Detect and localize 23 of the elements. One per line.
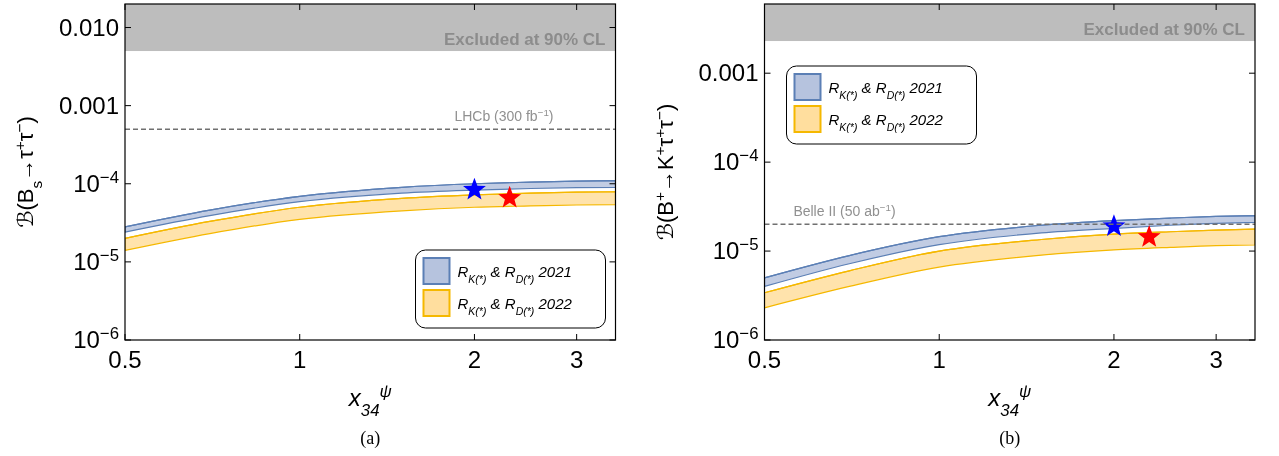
x-tick-label: 2 (1107, 346, 1121, 373)
x-tick-label: 0.5 (108, 346, 142, 373)
x-tick-label: 3 (1209, 346, 1223, 373)
y-tick-label: 10$^{−4}$ (73, 167, 119, 197)
x-tick-label: 3 (569, 346, 584, 373)
y-tick-label: 10$^{−5}$ (73, 245, 119, 275)
legend-label: R$_{K(*)}$ & R$_{D(*)}$ 2021 (828, 79, 943, 101)
x-tick-label: 0.5 (747, 346, 782, 373)
y-tick-label: 10$^{−4}$ (712, 145, 759, 176)
y-tick-label: 0.010 (58, 13, 119, 41)
legend-label: R$_{K(*)}$ & R$_{D(*)}$ 2021 (457, 263, 572, 285)
x-tick-label: 1 (932, 346, 946, 373)
x-tick-label: 2 (467, 346, 482, 373)
legend-label: R$_{K(*)}$ & R$_{D(*)}$ 2022 (457, 295, 573, 317)
y-tick-label: 10$^{−5}$ (712, 234, 759, 265)
x-tick-label: 1 (293, 346, 307, 373)
legend-label: R$_{K(*)}$ & R$_{D(*)}$ 2022 (828, 111, 944, 133)
ref-line-label: Belle II (50 ab$^{−1}$) (793, 201, 896, 220)
text: (a) (360, 428, 381, 449)
ref-line-label: LHCb (300 fb$^{−1}$) (454, 106, 554, 125)
text: (b) (999, 428, 1021, 449)
y-tick-label: 0.001 (698, 59, 759, 87)
y-tick-label: 0.001 (58, 91, 119, 119)
